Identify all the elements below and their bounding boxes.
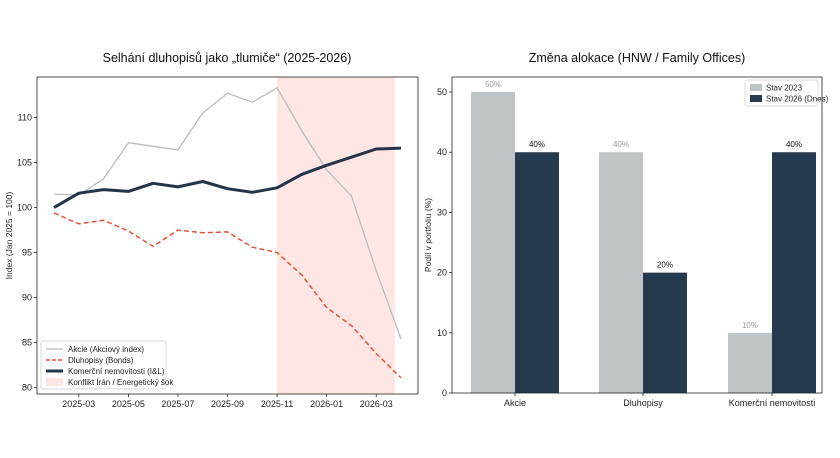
y-tick-label: 95 bbox=[22, 248, 32, 258]
bar-chart-plot-frame bbox=[451, 76, 823, 394]
x-tick-label: 2025-05 bbox=[112, 399, 145, 409]
line-chart: Selhání dluhopisů jako „tlumiče“ (2025-2… bbox=[4, 51, 419, 409]
bar-stav-2026-dnes-komercni-nemovitosti bbox=[772, 152, 816, 393]
bar-stav-2023-dluhopisy bbox=[599, 152, 643, 393]
legend-label: Konflikt Írán / Energetický šok bbox=[68, 378, 174, 387]
y-tick-label: 10 bbox=[437, 328, 447, 338]
bar-value-label: 40% bbox=[613, 140, 629, 149]
bar-chart-legend: Stav 2023 Stav 2026 (Dnes) bbox=[744, 79, 829, 107]
y-tick-label: 30 bbox=[437, 207, 447, 217]
legend-swatch bbox=[46, 378, 63, 386]
y-tick-label: 85 bbox=[22, 338, 32, 348]
legend-swatch bbox=[750, 95, 762, 102]
series-line-dluhopisy-bonds bbox=[53, 212, 402, 379]
bar-stav-2026-dnes-dluhopisy bbox=[643, 272, 687, 393]
conflict-shaded-region bbox=[277, 77, 395, 394]
legend-box bbox=[40, 340, 167, 390]
x-tick-label: 2025-09 bbox=[211, 399, 244, 409]
bar-value-label: 40% bbox=[786, 140, 802, 149]
series-line-komercni-nemovitosti-i-l bbox=[53, 146, 402, 209]
y-tick-label: 100 bbox=[17, 203, 32, 213]
bar-stav-2023-komercni-nemovitosti bbox=[728, 332, 772, 393]
legend-box bbox=[744, 79, 819, 107]
bar-value-label: 40% bbox=[529, 140, 545, 149]
x-tick-label: 2025-03 bbox=[62, 399, 95, 409]
y-tick-label: 20 bbox=[437, 268, 447, 278]
y-tick-label: 80 bbox=[22, 383, 32, 393]
legend-label: Stav 2026 (Dnes) bbox=[766, 95, 829, 104]
y-tick-label: 0 bbox=[442, 388, 447, 398]
bar-chart: Změna alokace (HNW / Family Offices) 50%… bbox=[423, 51, 829, 408]
bar-stav-2026-dnes-akcie bbox=[515, 152, 559, 393]
x-tick-label: Akcie bbox=[504, 398, 526, 408]
x-tick-label: 2026-01 bbox=[310, 399, 343, 409]
series-line-akcie-akciovy-index bbox=[53, 87, 402, 340]
x-tick-label: Komerční nemovitosti bbox=[729, 398, 816, 408]
bar-stav-2023-akcie bbox=[471, 92, 515, 394]
line-chart-y-axis-label: Index (Jan 2025 = 100) bbox=[4, 192, 14, 280]
legend-label: Akcie (Akciový index) bbox=[68, 345, 144, 354]
legend-label: Komerční nemovitosti (I&L) bbox=[68, 367, 165, 376]
y-tick-label: 90 bbox=[22, 293, 32, 303]
bar-value-label: 50% bbox=[485, 80, 501, 89]
legend-swatch bbox=[750, 84, 762, 91]
y-tick-label: 50 bbox=[437, 87, 447, 97]
bar-value-label: 20% bbox=[657, 261, 673, 270]
x-tick-label: 2026-03 bbox=[360, 399, 393, 409]
y-tick-label: 105 bbox=[17, 158, 32, 168]
bar-value-label: 10% bbox=[742, 321, 758, 330]
bar-chart-y-axis-label: Podíl v portfoliu (%) bbox=[423, 198, 433, 272]
legend-label: Stav 2023 bbox=[766, 84, 803, 93]
y-tick-label: 40 bbox=[437, 147, 447, 157]
x-tick-label: Dluhopisy bbox=[623, 398, 663, 408]
legend-label: Dluhopisy (Bonds) bbox=[68, 356, 134, 365]
line-chart-legend: Akcie (Akciový index) Dluhopisy (Bonds) Ko… bbox=[40, 340, 174, 390]
x-tick-label: 2025-11 bbox=[261, 399, 293, 409]
y-tick-label: 110 bbox=[18, 113, 32, 123]
bar-chart-title: Změna alokace (HNW / Family Offices) bbox=[529, 51, 745, 65]
line-chart-title: Selhání dluhopisů jako „tlumiče“ (2025-2… bbox=[103, 51, 352, 65]
x-tick-label: 2025-07 bbox=[161, 399, 194, 409]
